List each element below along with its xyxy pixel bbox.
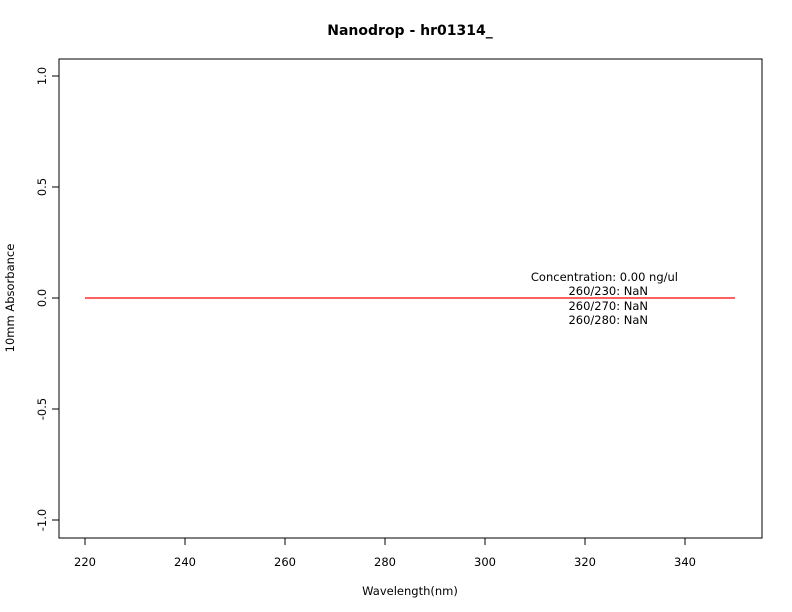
x-tick-label: 240 [174,555,196,569]
x-tick-label: 260 [274,555,296,569]
y-tick-label: 1.0 [35,67,49,85]
annotation-line: Concentration: 0.00 ng/ul [531,270,678,284]
annotation-line: 260/280: NaN [568,313,648,327]
annotation-line: 260/230: NaN [568,284,648,298]
x-axis-label: Wavelength(nm) [362,584,458,598]
x-tick-label: 300 [474,555,496,569]
x-tick-label: 220 [74,555,96,569]
y-tick-label: 0.0 [35,289,49,307]
annotation-line: 260/270: NaN [568,299,648,313]
x-tick-label: 340 [674,555,696,569]
y-tick-label: 0.5 [35,178,49,196]
y-tick-label: -0.5 [35,398,49,420]
y-axis: -1.0 -0.5 0.0 0.5 1.0 [35,67,60,531]
x-tick-label: 280 [374,555,396,569]
y-axis-label: 10mm Absorbance [3,244,17,353]
y-tick-label: -1.0 [35,509,49,531]
chart-title: Nanodrop - hr01314_ [327,23,492,39]
x-tick-label: 320 [574,555,596,569]
x-axis: 220 240 260 280 300 320 340 [74,537,696,569]
